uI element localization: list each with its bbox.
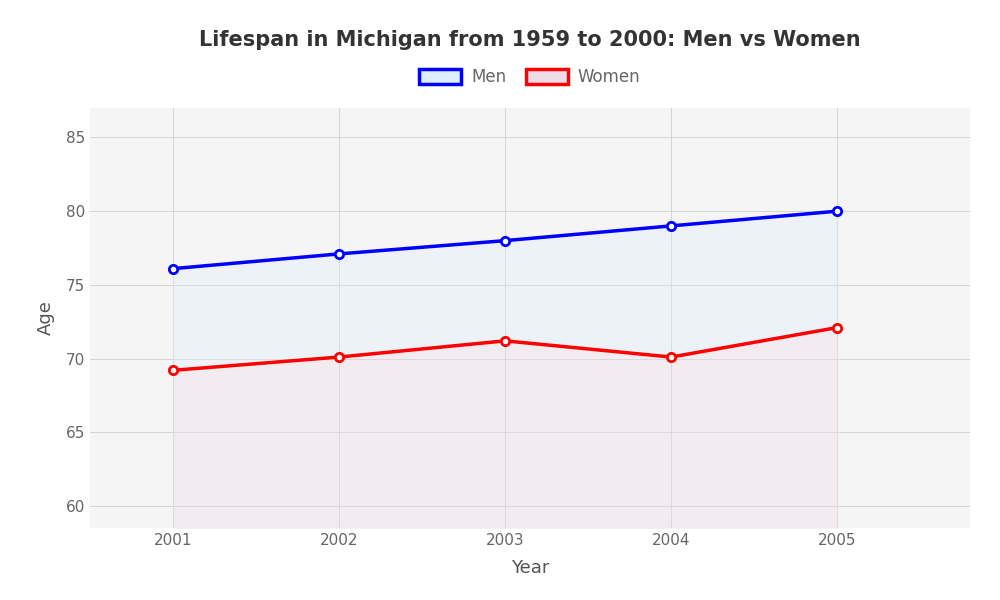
- X-axis label: Year: Year: [511, 559, 549, 577]
- Y-axis label: Age: Age: [37, 301, 55, 335]
- Title: Lifespan in Michigan from 1959 to 2000: Men vs Women: Lifespan in Michigan from 1959 to 2000: …: [199, 29, 861, 49]
- Legend: Men, Women: Men, Women: [413, 62, 647, 93]
